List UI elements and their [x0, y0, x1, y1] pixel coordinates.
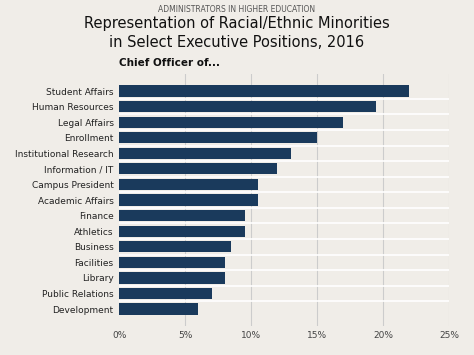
Bar: [119, 101, 376, 112]
Bar: [119, 304, 198, 315]
Bar: [119, 257, 225, 268]
Bar: [119, 225, 245, 237]
Text: Chief Officer of...: Chief Officer of...: [119, 58, 220, 67]
Bar: [119, 163, 277, 175]
Bar: [119, 132, 317, 143]
Bar: [119, 116, 344, 128]
Bar: [119, 179, 258, 190]
Bar: [119, 241, 231, 252]
Bar: [119, 210, 245, 221]
Bar: [119, 86, 410, 97]
Bar: [119, 195, 258, 206]
Text: ADMINISTRATORS IN HIGHER EDUCATION: ADMINISTRATORS IN HIGHER EDUCATION: [158, 5, 316, 14]
Bar: [119, 288, 211, 299]
Bar: [119, 272, 225, 284]
Text: Representation of Racial/Ethnic Minorities
in Select Executive Positions, 2016: Representation of Racial/Ethnic Minoriti…: [84, 16, 390, 50]
Bar: [119, 148, 291, 159]
